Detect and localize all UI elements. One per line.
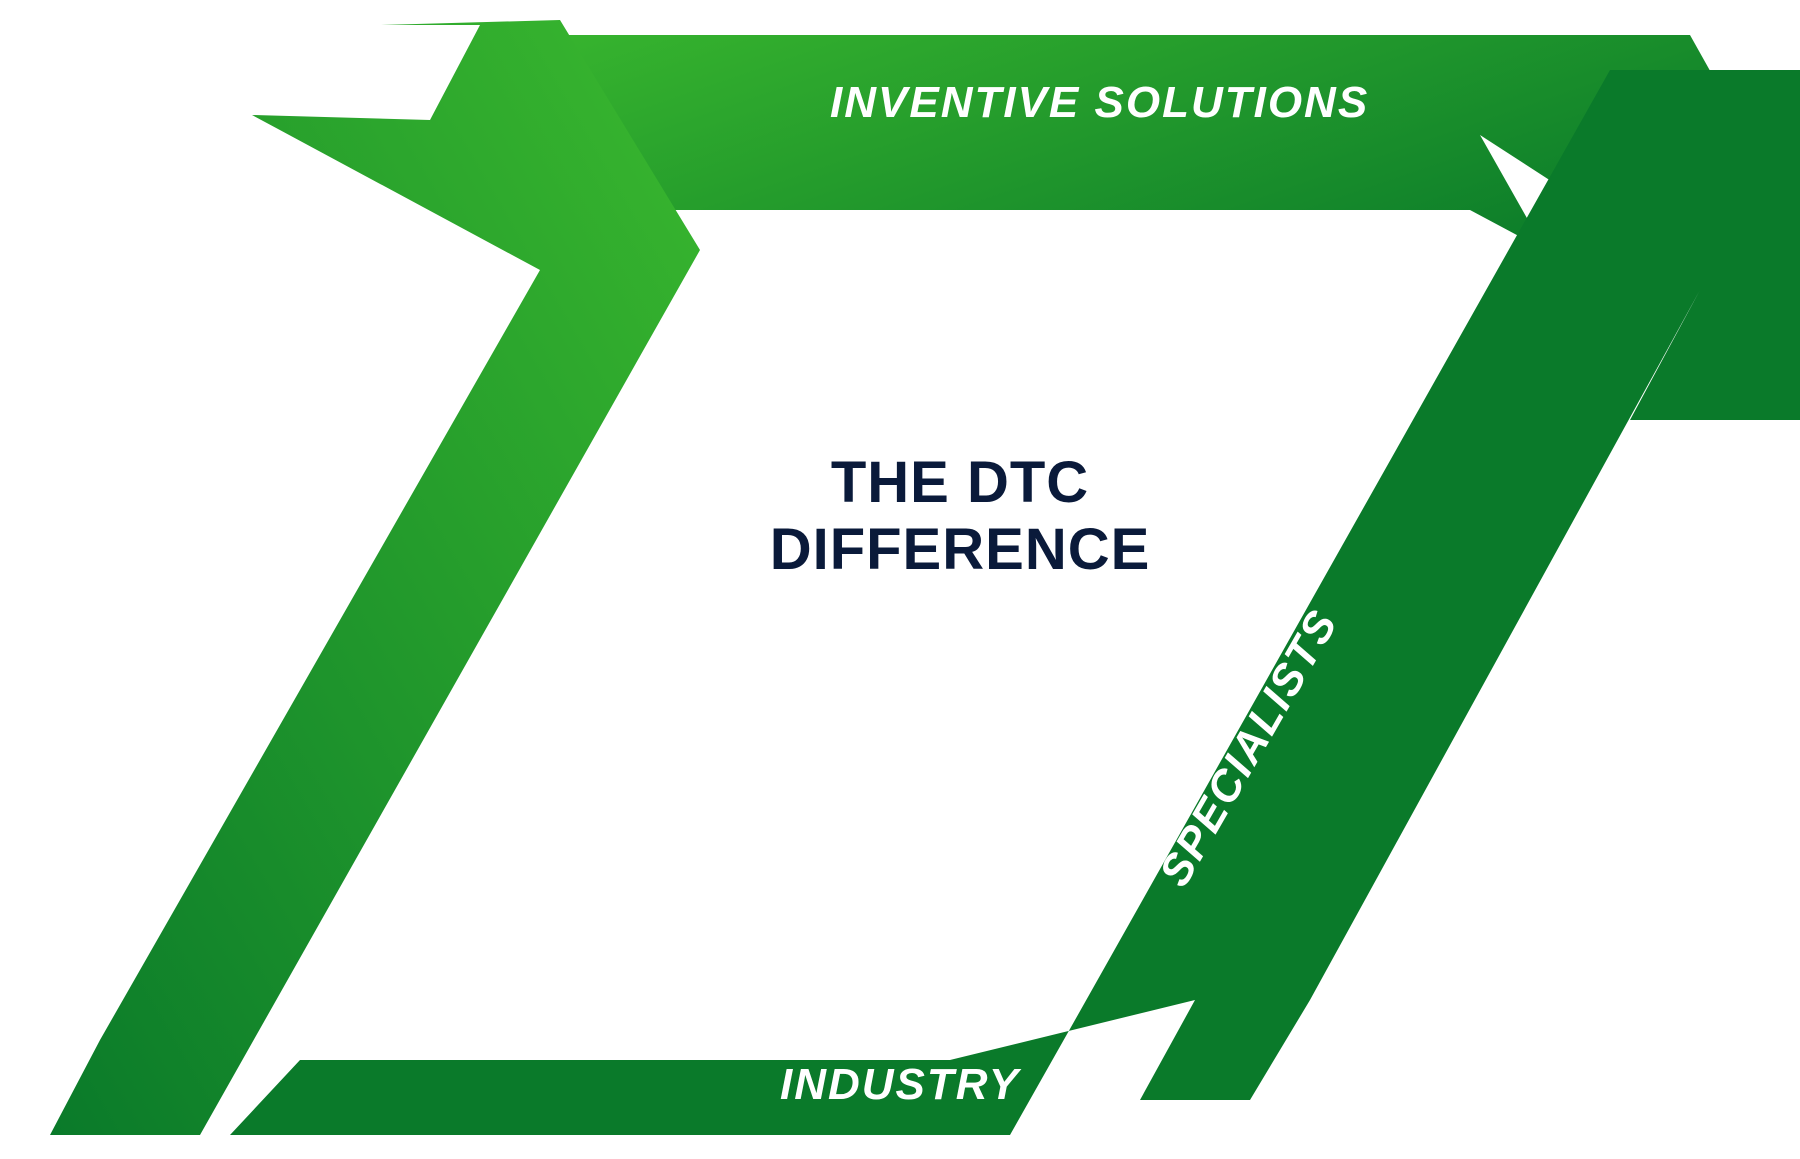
center-title: THE DTC DIFFERENCE: [750, 450, 1170, 583]
label-inventive-solutions: INVENTIVE SOLUTIONS: [830, 78, 1369, 128]
center-title-line2: DIFFERENCE: [750, 517, 1170, 584]
diagram-stage: THE DTC DIFFERENCE INVENTIVE SOLUTIONS S…: [0, 0, 1800, 1159]
label-industry: INDUSTRY: [780, 1060, 1020, 1110]
center-title-line1: THE DTC: [750, 450, 1170, 517]
